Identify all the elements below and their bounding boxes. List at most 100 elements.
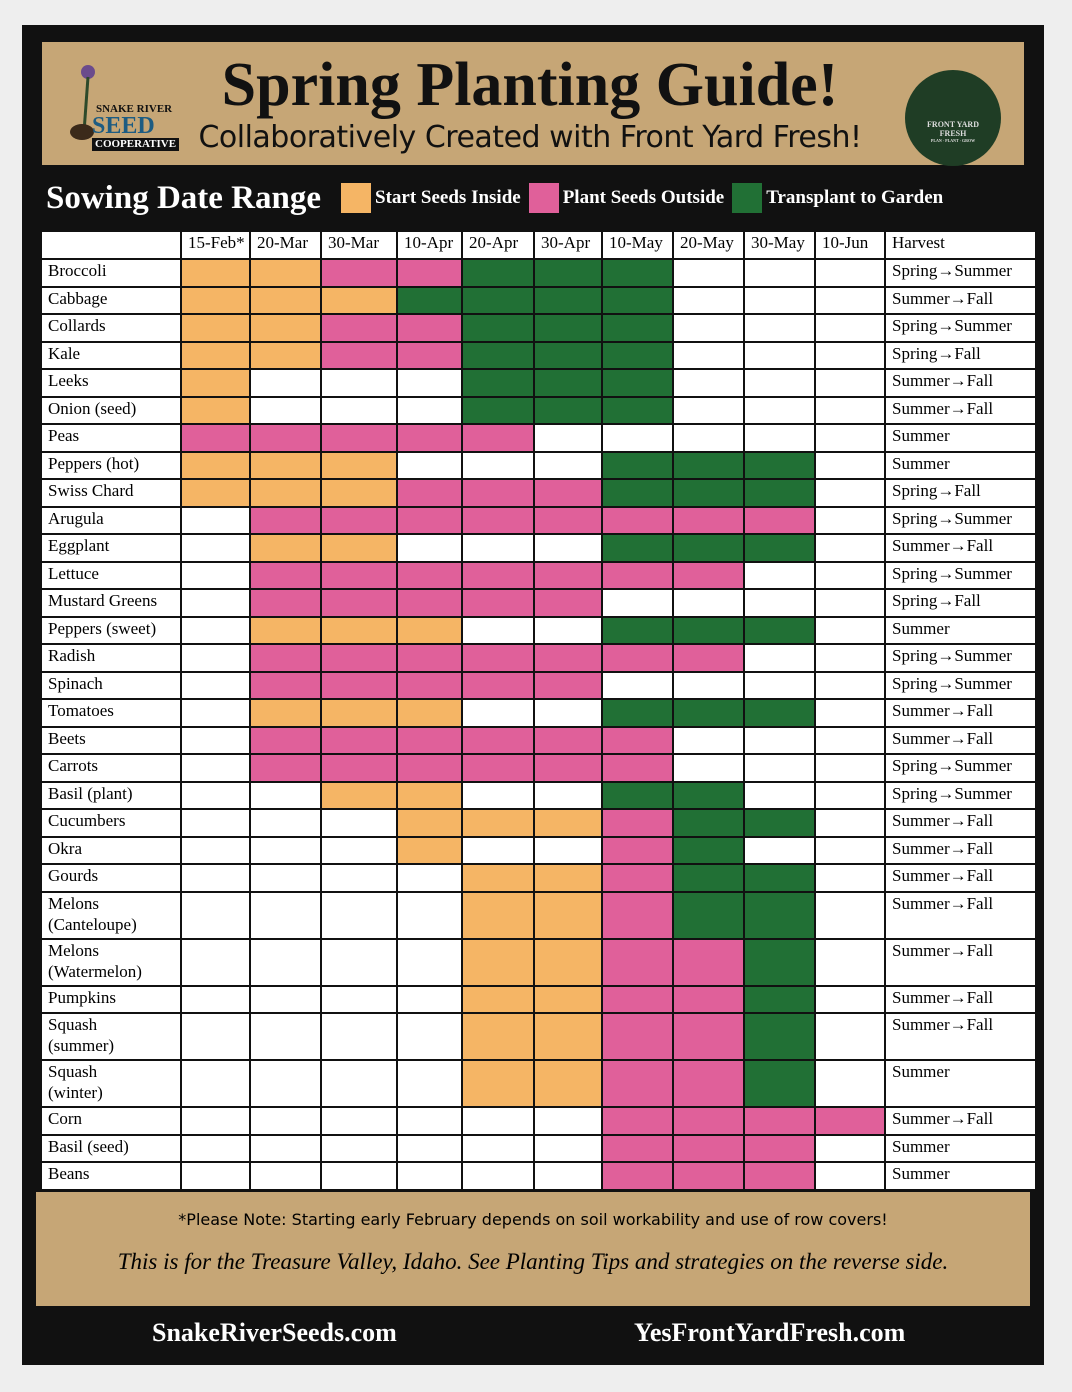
harvest: Spring→Fall (884, 588, 1037, 618)
link[interactable]: SnakeRiverSeeds.com (152, 1318, 397, 1347)
schedule-cell (743, 615, 816, 645)
schedule-cell (743, 368, 816, 398)
column-header: 30-May (743, 230, 816, 260)
schedule-cell (249, 560, 322, 590)
schedule-cell (601, 808, 674, 838)
column-header: 30-Mar (320, 230, 398, 260)
schedule-cell (814, 725, 886, 755)
column-header: Harvest (884, 230, 1037, 260)
link[interactable]: YesFrontYardFresh.com (634, 1318, 906, 1347)
schedule-cell (461, 560, 535, 590)
schedule-cell (180, 1161, 251, 1191)
schedule-cell (396, 478, 463, 508)
column-header: 15-Feb* (180, 230, 251, 260)
schedule-cell (396, 780, 463, 810)
schedule-cell (396, 863, 463, 893)
schedule-cell (743, 1161, 816, 1191)
harvest: Summer→Fall (884, 835, 1037, 865)
schedule-cell (249, 423, 322, 453)
schedule-cell (249, 368, 322, 398)
schedule-cell (672, 863, 745, 893)
harvest: Summer→Fall (884, 808, 1037, 838)
schedule-cell (814, 478, 886, 508)
schedule-cell (814, 560, 886, 590)
harvest: Spring→Summer (884, 560, 1037, 590)
row: Leeks Summer→Fall (40, 368, 1037, 398)
schedule-cell (672, 643, 745, 673)
schedule-cell (249, 643, 322, 673)
schedule-cell (743, 643, 816, 673)
schedule-cell (743, 1133, 816, 1163)
schedule-cell (743, 1012, 816, 1061)
crop-name: Peas (40, 423, 182, 453)
schedule-cell (320, 423, 398, 453)
legend: Sowing Date Range Start Seeds Inside Plant… (36, 175, 1040, 221)
schedule-cell (743, 313, 816, 343)
schedule-cell (533, 478, 603, 508)
crop-name: Arugula (40, 505, 182, 535)
schedule-cell (672, 698, 745, 728)
row: Pumpkins Summer→Fall (40, 984, 1037, 1014)
schedule-cell (672, 890, 745, 940)
row: Tomatoes Summer→Fall (40, 698, 1037, 728)
schedule-cell (461, 615, 535, 645)
row: Basil (plant) Spring→Summer (40, 780, 1037, 810)
schedule-cell (601, 1059, 674, 1108)
title: Spring Planting Guide! (221, 51, 839, 119)
subtitle: Collaboratively Created with Front Yard … (198, 120, 862, 155)
schedule-cell (396, 643, 463, 673)
schedule-cell (461, 368, 535, 398)
harvest: Spring→Fall (884, 478, 1037, 508)
row: Kale Spring→Fall (40, 340, 1037, 370)
schedule-cell (461, 533, 535, 563)
crop-name: Okra (40, 835, 182, 865)
schedule-cell (249, 1059, 322, 1108)
row: Onion (seed) Summer→Fall (40, 395, 1037, 425)
schedule-cell (461, 588, 535, 618)
column-header: 10-May (601, 230, 674, 260)
schedule-cell (672, 835, 745, 865)
crop-name: Kale (40, 340, 182, 370)
row: Okra Summer→Fall (40, 835, 1037, 865)
schedule-cell (814, 670, 886, 700)
schedule-cell (672, 670, 745, 700)
schedule-cell (533, 423, 603, 453)
schedule-cell (533, 1106, 603, 1136)
header (42, 42, 1024, 165)
logo-text: PLAN · PLANT · GROW (930, 138, 976, 143)
schedule-cell (672, 937, 745, 987)
schedule-cell (601, 285, 674, 315)
schedule-cell (601, 368, 674, 398)
logo-text: COOPERATIVE (92, 138, 180, 151)
schedule-cell (396, 258, 463, 288)
schedule-cell (601, 863, 674, 893)
schedule-cell (180, 340, 251, 370)
schedule-cell (601, 560, 674, 590)
schedule-cell (180, 835, 251, 865)
schedule-cell (396, 753, 463, 783)
schedule-cell (396, 1161, 463, 1191)
column-header: 20-Apr (461, 230, 535, 260)
harvest: Spring→Summer (884, 505, 1037, 535)
schedule-cell (249, 588, 322, 618)
schedule-cell (601, 835, 674, 865)
schedule-cell (533, 285, 603, 315)
schedule-cell (396, 984, 463, 1014)
crop-name: Pumpkins (40, 984, 182, 1014)
schedule-cell (601, 1133, 674, 1163)
schedule-cell (180, 984, 251, 1014)
harvest: Summer (884, 615, 1037, 645)
schedule-cell (743, 863, 816, 893)
logo-plant (70, 65, 95, 140)
harvest: Summer→Fall (884, 533, 1037, 563)
schedule-cell (180, 753, 251, 783)
schedule-cell (814, 533, 886, 563)
crop-name: Peppers (sweet) (40, 615, 182, 645)
schedule-cell (249, 1161, 322, 1191)
schedule-cell (601, 423, 674, 453)
schedule-cell (601, 505, 674, 535)
schedule-cell (743, 698, 816, 728)
header-row: 15-Feb* 20-Mar 30-Mar 10-Apr 20-Apr 30-Apr 10-… (40, 230, 1037, 260)
schedule-cell (601, 313, 674, 343)
crop-name: Basil (plant) (40, 780, 182, 810)
